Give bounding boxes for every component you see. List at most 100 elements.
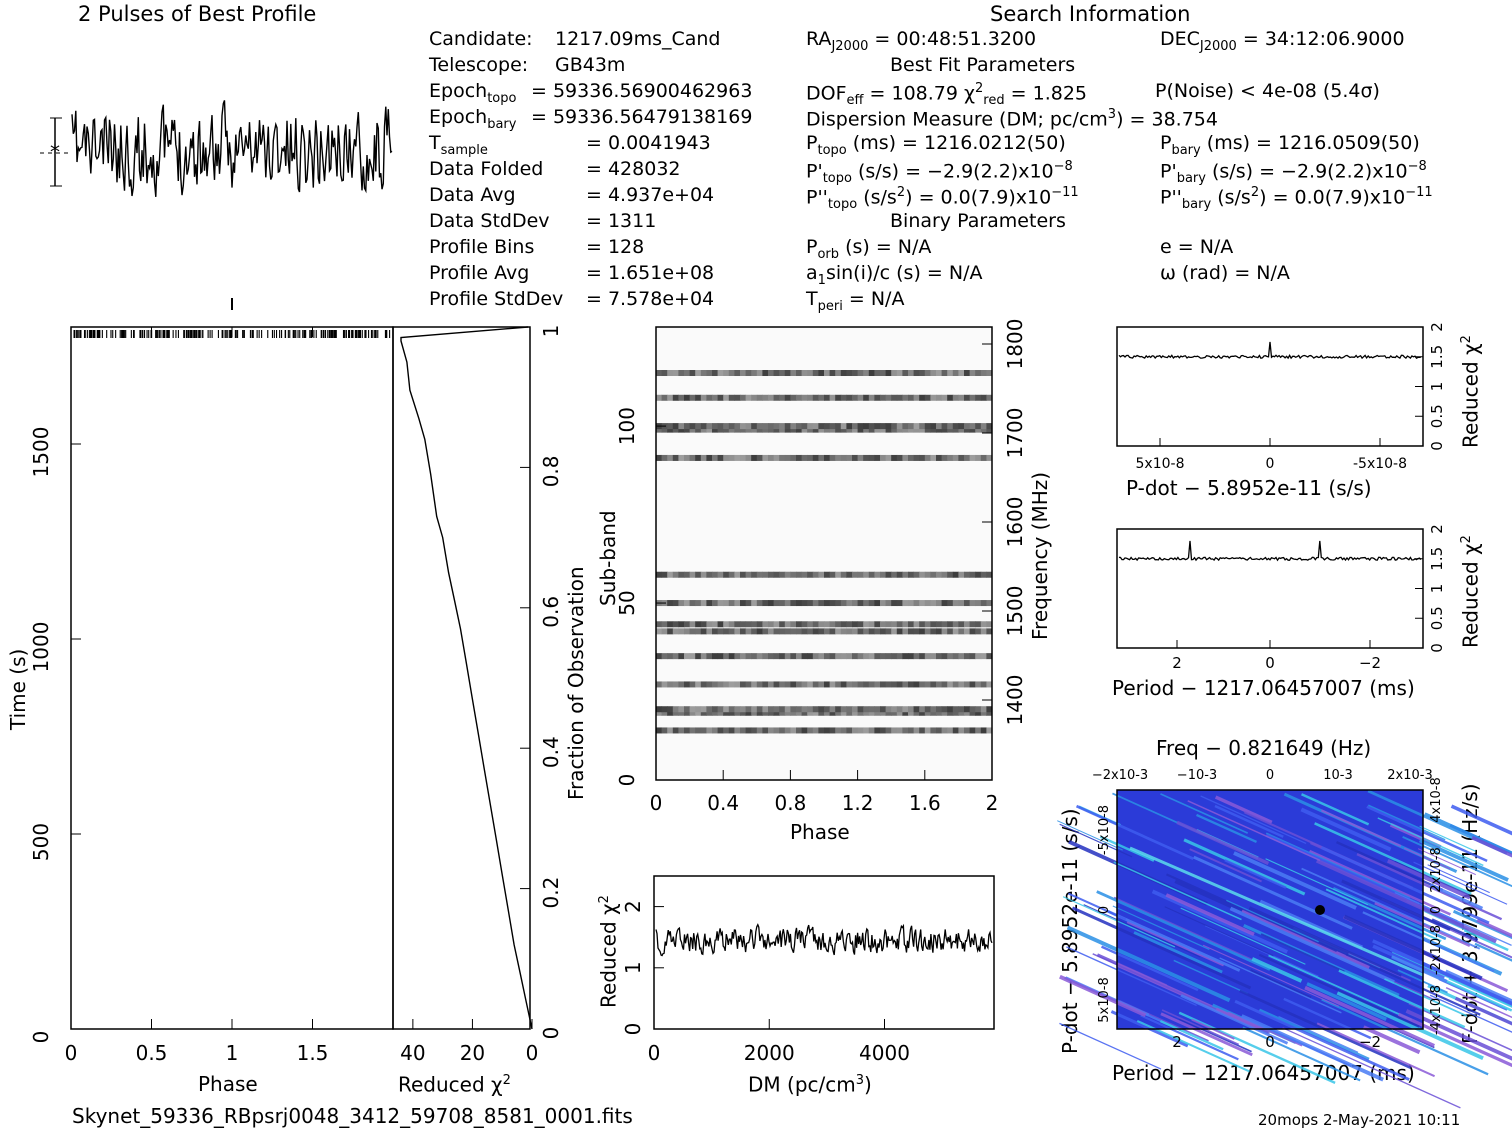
period-chi2-line (1118, 540, 1422, 562)
subband-cell (712, 653, 719, 660)
subband-cell (896, 370, 903, 377)
subband-cell (740, 394, 747, 401)
p-pdot-streak (1301, 867, 1481, 950)
subband-cell (902, 706, 909, 713)
subband-cell (672, 426, 679, 433)
subband-stripe (656, 370, 993, 377)
subband-cell (930, 653, 937, 660)
subband-cell (936, 600, 943, 607)
subband-cell (684, 600, 691, 607)
p-pdot-streak (1304, 985, 1435, 1048)
subband-cell (857, 709, 864, 716)
subband-cell (958, 571, 965, 578)
subband-cell (740, 454, 747, 461)
subband-cell (790, 709, 797, 716)
subband-cell (689, 454, 696, 461)
phase-x-tick-label: 1.5 (297, 1041, 329, 1065)
p-pdot-streak (1471, 835, 1512, 858)
subband-cell (969, 709, 976, 716)
subband-cell (919, 727, 926, 734)
subband-cell (706, 681, 713, 688)
subband-cell (885, 600, 892, 607)
p-pdot-streak (1445, 986, 1512, 1019)
subband-cell (913, 709, 920, 716)
subband-cell (986, 370, 993, 377)
p-pdot-x-tick-label: −2 (1359, 1033, 1381, 1051)
subband-x-tick-label: 0.8 (774, 791, 806, 815)
subband-cell (678, 394, 685, 401)
reduced-chi2-label-bottom: Reduced χ2 (398, 1072, 511, 1097)
dec-line: DECJ2000 = 34:12:06.9000 (1160, 28, 1405, 54)
subband-cell (740, 423, 747, 430)
subband-cell (930, 600, 937, 607)
subband-cell (880, 370, 887, 377)
p-pdot-y-tick-label: 5x10-8 (1097, 977, 1112, 1022)
subband-cell (723, 621, 730, 628)
subband-cell (924, 681, 931, 688)
p-pdot-top-tick-label: 2x10-3 (1387, 768, 1432, 783)
subband-cell (773, 571, 780, 578)
subband-cell (958, 394, 965, 401)
p-pdot-streak (1140, 1014, 1239, 1061)
subband-cell (801, 571, 808, 578)
p-pdot-streak (1450, 804, 1512, 836)
subband-cell (829, 709, 836, 716)
subband-cell (952, 370, 959, 377)
period-chi2-frame (1116, 528, 1424, 649)
subband-cell (779, 681, 786, 688)
p-pdot-streak (1193, 855, 1353, 930)
subband-cell (695, 454, 702, 461)
subband-cell (717, 621, 724, 628)
subband-cell (672, 621, 679, 628)
subband-cell (852, 571, 859, 578)
subband-cell (975, 394, 982, 401)
p-pdot-streak (1419, 825, 1476, 852)
subband-cell (846, 706, 853, 713)
subband-cell (919, 706, 926, 713)
subband-cell (740, 600, 747, 607)
subband-cell (868, 681, 875, 688)
subband-cell (874, 706, 881, 713)
subband-cell (734, 571, 741, 578)
subband-cell (936, 727, 943, 734)
subband-cell (857, 454, 864, 461)
subband-cell (807, 709, 814, 716)
subband-cell (728, 706, 735, 713)
subband-x-tick-label: 2 (986, 791, 999, 815)
time-y-tick-label: 1500 (29, 427, 53, 478)
subband-cell (689, 653, 696, 660)
subband-cell (952, 454, 959, 461)
p-pdot-streak (1214, 804, 1284, 838)
subband-cell (885, 621, 892, 628)
subband-cell (734, 681, 741, 688)
info-label: Epochbary (429, 106, 517, 132)
subband-cell (779, 706, 786, 713)
subband-cell (762, 571, 769, 578)
subband-cell (930, 370, 937, 377)
subband-cell (818, 454, 825, 461)
p-pdot-streak (1391, 955, 1448, 984)
p-pdot-streak (1301, 793, 1370, 826)
subband-cell (986, 681, 993, 688)
subband-cell (891, 370, 898, 377)
subband-cell (880, 681, 887, 688)
subband-cell (717, 681, 724, 688)
p-pdot-streak (1224, 859, 1287, 889)
subband-cell (863, 727, 870, 734)
subband-cell (796, 628, 803, 635)
subband-cell (723, 454, 730, 461)
subband-cell (784, 370, 791, 377)
subband-cell (717, 426, 724, 433)
period-x-tick-label: −2 (1359, 654, 1381, 672)
subband-cell (969, 454, 976, 461)
subband-cell (880, 706, 887, 713)
subband-cell (667, 621, 674, 628)
subband-cell (913, 727, 920, 734)
subband-cell (818, 426, 825, 433)
subband-cell (840, 653, 847, 660)
subband-cell (936, 709, 943, 716)
subband-cell (913, 600, 920, 607)
subband-cell (740, 727, 747, 734)
subband-cell (745, 600, 752, 607)
subband-cell (980, 426, 987, 433)
